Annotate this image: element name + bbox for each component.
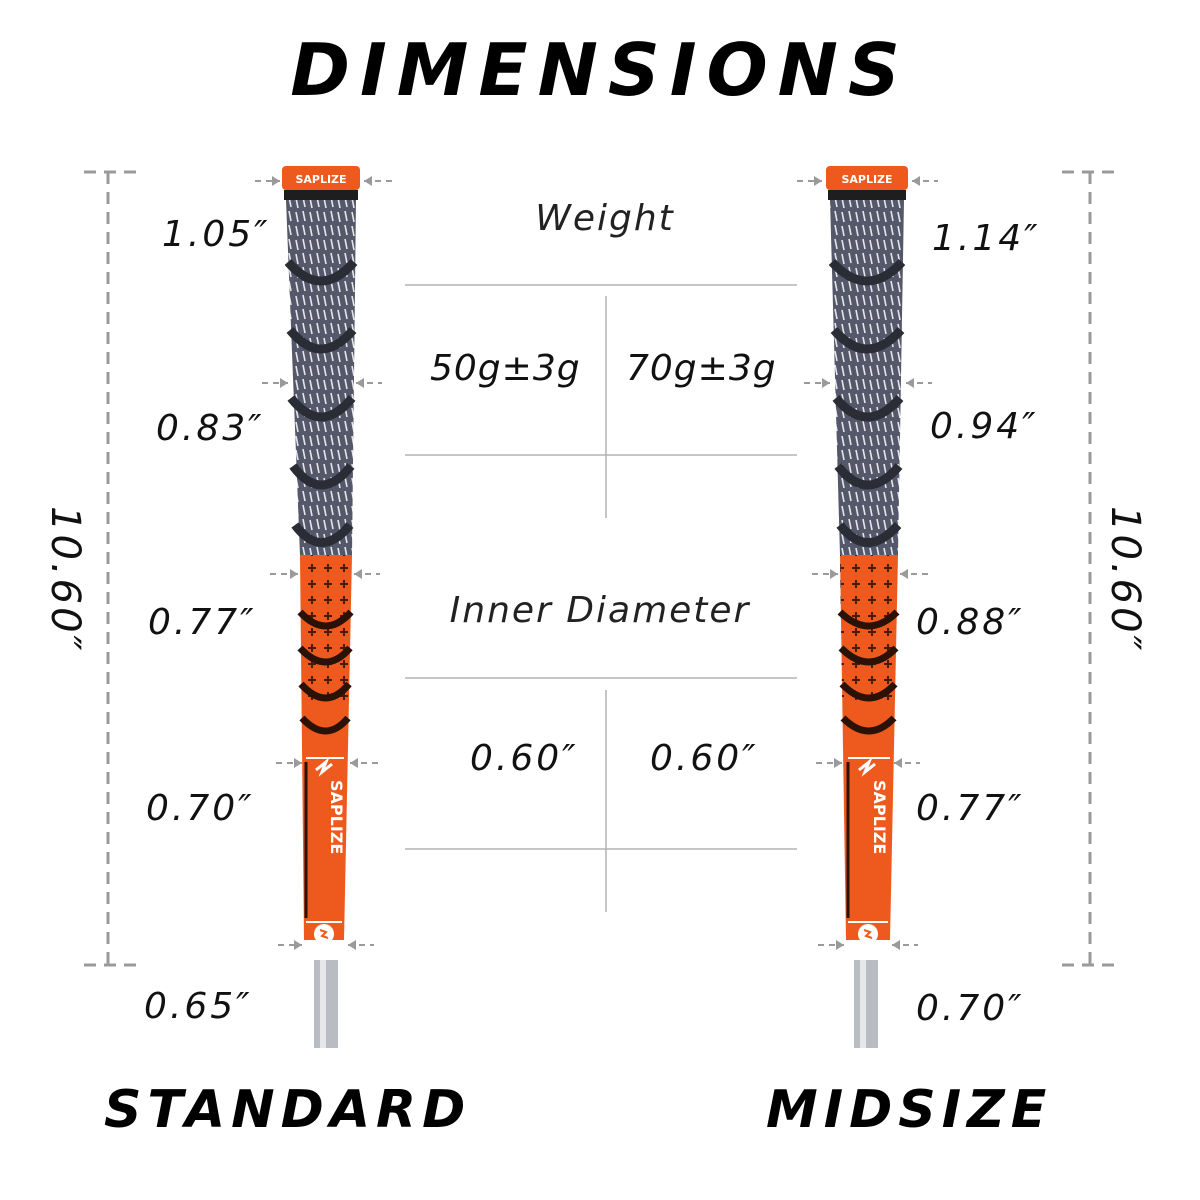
length-guides [84,170,1114,967]
inner-diameter-standard: 0.60″ [470,738,579,779]
inner-diameter-heading: Inner Diameter [449,590,751,631]
inner-diameter-midsize: 0.60″ [650,738,759,779]
midsize-diameter-2: 0.94″ [930,406,1039,447]
midsize-cap-logo: SAPLIZE [841,173,892,186]
standard-diameter-5: 0.65″ [144,986,253,1027]
midsize-diameter-4: 0.77″ [916,788,1025,829]
midsize-grip: SAPLIZE SAPLIZE [826,166,908,1048]
spec-table-lines [405,284,797,912]
midsize-diameter-3: 0.88″ [916,602,1025,643]
midsize-length-label: 10.60″ [1102,506,1148,654]
standard-cap [282,166,360,190]
standard-diameter-2: 0.83″ [156,408,265,449]
midsize-cap [826,166,908,190]
standard-diameter-3: 0.77″ [148,602,257,643]
midsize-label: MIDSIZE [766,1080,1053,1140]
standard-cap-logo: SAPLIZE [295,173,346,186]
standard-grip: SAPLIZE SAPLIZE [282,166,360,1048]
weight-standard: 50g±3g [430,348,581,389]
midsize-diameter-5: 0.70″ [916,988,1025,1029]
standard-diameter-1: 1.05″ [162,214,271,255]
standard-length-label: 10.60″ [42,506,88,654]
midsize-brand-text: SAPLIZE [870,780,889,854]
standard-brand-text: SAPLIZE [327,780,346,854]
diameter-arrowheads [272,176,920,950]
weight-heading: Weight [535,198,675,239]
standard-grip-upper [286,200,356,555]
midsize-grip-upper [830,200,904,555]
standard-diameter-4: 0.70″ [146,788,255,829]
midsize-diameter-1: 1.14″ [932,218,1041,259]
page-title: DIMENSIONS [290,28,910,112]
standard-label: STANDARD [104,1080,472,1140]
weight-midsize: 70g±3g [626,348,777,389]
